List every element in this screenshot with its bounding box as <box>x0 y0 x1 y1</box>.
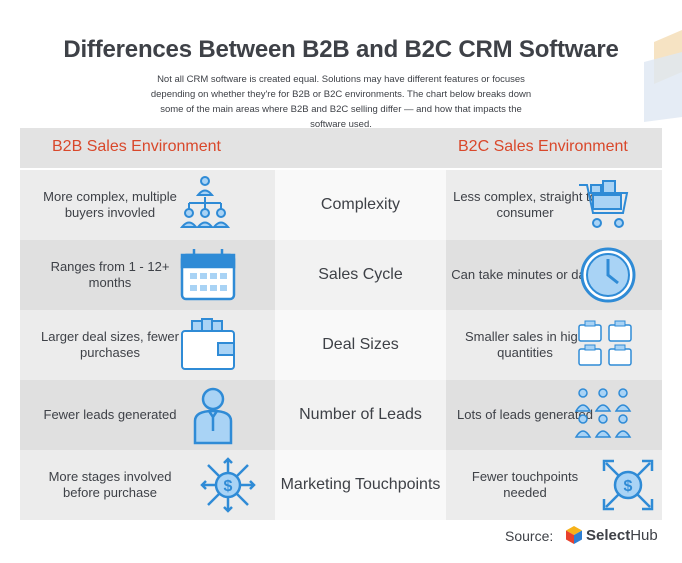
b2b-description: Ranges from 1 - 12+ months <box>50 259 170 290</box>
single-person-icon <box>193 387 233 445</box>
logo-text-hub: Hub <box>630 526 658 544</box>
b2c-description: Less complex, straight to consumer <box>453 189 597 220</box>
calendar-icon <box>180 249 236 301</box>
page-title: Differences Between B2B and B2C CRM Soft… <box>63 36 619 63</box>
small-wallets-icon <box>578 320 632 366</box>
people-group-icon <box>574 388 632 438</box>
logo-text-select: Select <box>586 526 631 544</box>
comparison-row-number-of-leads: Fewer leads generated Number of Leads Lo… <box>20 380 662 450</box>
category-label: Deal Sizes <box>275 310 446 380</box>
category-label: Complexity <box>275 170 446 240</box>
dollar-arrows-icon: $ <box>200 457 256 513</box>
b2b-description: More stages involved before purchase <box>48 469 172 500</box>
intro-text: Not all CRM software is created equal. S… <box>150 74 532 130</box>
selecthub-logo-mark-icon <box>566 526 582 544</box>
decorative-cube-graphic <box>644 30 682 122</box>
column-header-bar <box>20 128 662 168</box>
b2c-description: Fewer touchpoints needed <box>471 469 579 500</box>
logo-text: SelectHub <box>586 527 658 544</box>
clock-icon <box>580 247 636 303</box>
svg-text:$: $ <box>624 478 633 495</box>
b2c-description: Smaller sales in high quantities <box>465 329 585 360</box>
org-chart-icon <box>179 176 231 228</box>
wallet-cash-icon <box>181 318 235 370</box>
dollar-arrows-icon: $ <box>602 459 654 511</box>
b2c-header-label: B2C Sales Environment <box>458 138 628 155</box>
category-label: Marketing Touchpoints <box>275 450 446 520</box>
selecthub-logo: SelectHub <box>566 526 658 544</box>
b2b-description: Larger deal sizes, fewer purchases <box>40 329 179 360</box>
source-label: Source: <box>505 528 554 544</box>
comparison-row-complexity: More complex, multiple buyers invovled C… <box>20 170 662 240</box>
b2b-description: Fewer leads generated <box>43 407 177 422</box>
b2c-description: Can take minutes or days <box>451 267 599 282</box>
comparison-row-marketing-touchpoints: More stages involved before purchase Mar… <box>20 450 662 520</box>
comparison-row-deal-sizes: Larger deal sizes, fewer purchases Deal … <box>20 310 662 380</box>
category-label: Sales Cycle <box>275 240 446 310</box>
b2b-header-label: B2B Sales Environment <box>52 138 221 155</box>
category-label: Number of Leads <box>275 380 446 450</box>
shopping-cart-icon <box>579 180 629 228</box>
b2c-description: Lots of leads generated <box>457 407 593 422</box>
svg-text:$: $ <box>224 478 233 495</box>
b2b-description: More complex, multiple buyers invovled <box>43 189 177 220</box>
comparison-row-sales-cycle: Ranges from 1 - 12+ months Sales Cycle C… <box>20 240 662 310</box>
